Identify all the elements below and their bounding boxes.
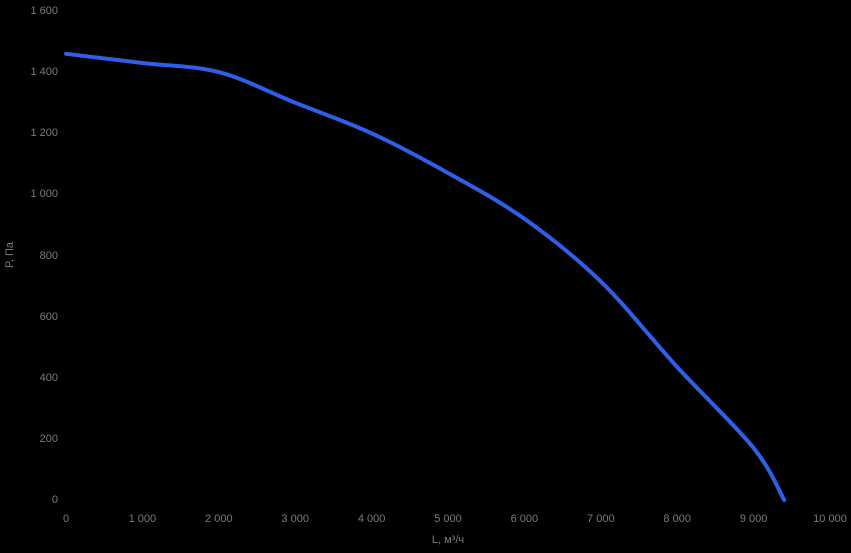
x-tick-label: 7 000 — [587, 513, 615, 525]
pressure-flow-curve — [64, 51, 787, 502]
x-tick-label: 2 000 — [205, 513, 233, 525]
x-tick-label: 1 000 — [128, 513, 157, 525]
x-tick-label: 3 000 — [281, 513, 309, 525]
x-tick-label: 4 000 — [357, 513, 386, 525]
y-tick-label: 1 400 — [30, 66, 58, 79]
y-tick-label: 1 600 — [30, 5, 58, 17]
x-tick-label: 5 000 — [434, 513, 462, 525]
y-tick-label: 800 — [39, 249, 58, 262]
y-tick-label: 200 — [39, 432, 58, 445]
x-tick-label: 9 000 — [739, 513, 768, 525]
x-tick-label: 0 — [62, 513, 70, 525]
y-tick-label: 1 200 — [30, 127, 58, 140]
y-tick-label: 600 — [39, 310, 58, 323]
y-tick-label: 400 — [39, 371, 58, 384]
x-tick-label: 8 000 — [663, 513, 691, 525]
y-tick-label: 0 — [51, 494, 58, 506]
x-tick-label: 6 000 — [510, 513, 539, 525]
x-axis-title: L, м³/ч — [431, 534, 465, 546]
x-tick-label: 10 000 — [813, 513, 847, 525]
y-tick-label: 1 000 — [30, 188, 58, 201]
